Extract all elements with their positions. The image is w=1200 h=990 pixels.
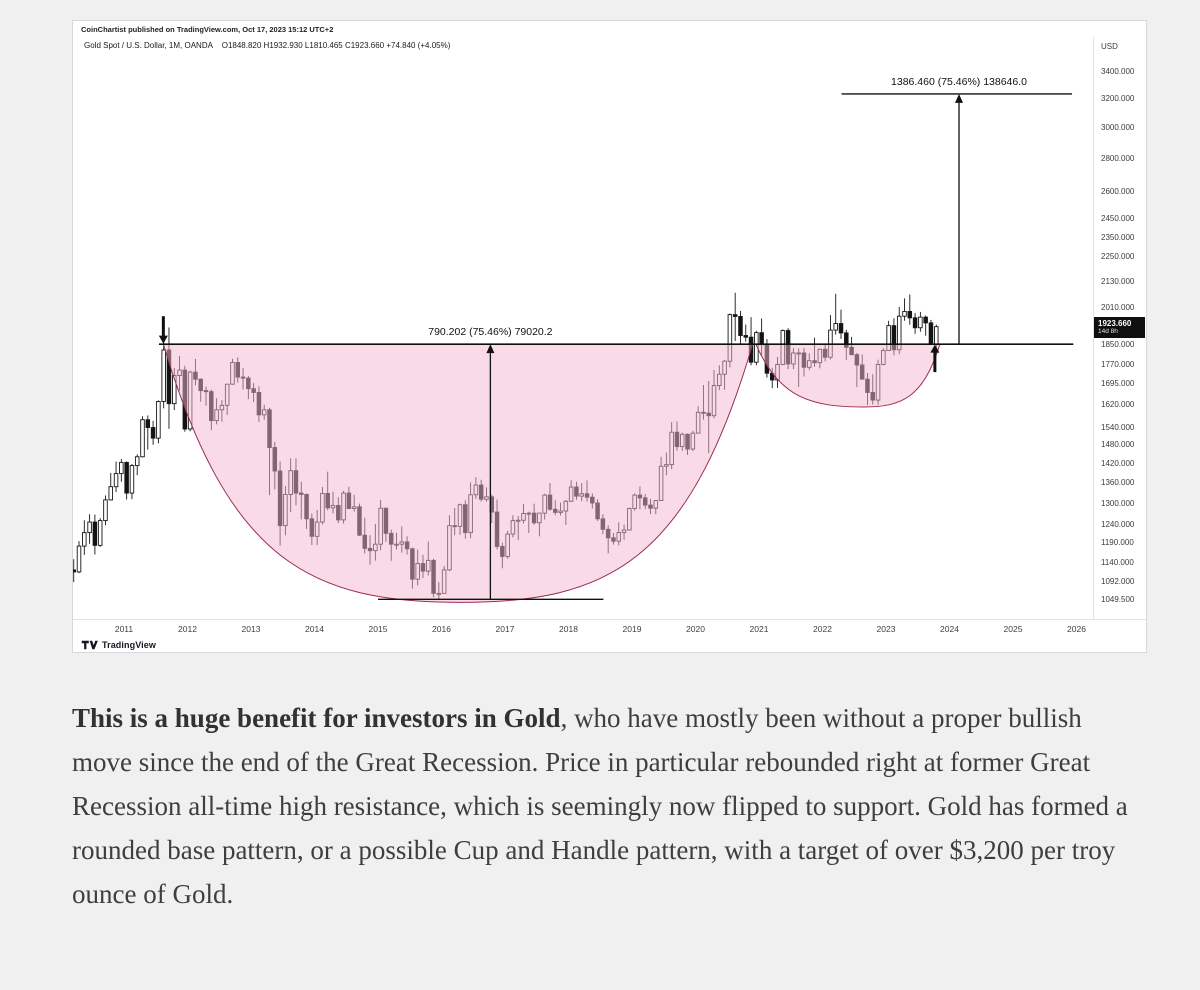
- price-scale-tick: 1049.500: [1101, 594, 1135, 604]
- price-scale-tick: 2130.000: [1101, 276, 1135, 286]
- candle-body: [907, 311, 913, 319]
- price-scale-tick: 2010.000: [1101, 302, 1135, 312]
- tradingview-logo-icon[interactable]: [81, 640, 98, 650]
- candle-body: [82, 532, 87, 547]
- price-scale-tick: 3200.000: [1101, 94, 1135, 104]
- price-scale-tick: 1092.000: [1101, 576, 1135, 586]
- time-axis-year[interactable]: 2016: [432, 624, 451, 634]
- time-axis-year[interactable]: 2024: [940, 624, 959, 634]
- price-scale[interactable]: USD 1923.660 14d 8h 3400.000 3200.000 3000…: [1093, 37, 1146, 619]
- price-scale-tick: 1480.000: [1101, 440, 1135, 450]
- candle-body: [97, 520, 103, 546]
- price-scale-tick: 2600.000: [1101, 187, 1135, 197]
- time-axis-year[interactable]: 2025: [1003, 624, 1023, 634]
- candle-body: [92, 521, 98, 546]
- price-scale-tick: 2250.000: [1101, 252, 1135, 262]
- candle-body: [119, 461, 124, 475]
- measurement-label: 790.202 (75.46%) 79020.2: [428, 327, 552, 338]
- price-scale-tick: 1140.000: [1101, 557, 1134, 567]
- tradingview-logo-text[interactable]: TradingView: [102, 640, 156, 650]
- up-arrow-head: [930, 344, 940, 353]
- candle-body: [838, 323, 844, 334]
- time-axis-year[interactable]: 2012: [178, 624, 197, 634]
- candle-body: [129, 465, 135, 494]
- price-scale-tick: 1240.000: [1101, 519, 1135, 529]
- symbol-legend[interactable]: Gold Spot / U.S. Dollar, 1M, OANDA O1848…: [84, 41, 450, 50]
- candle-body: [134, 456, 140, 467]
- last-price-tag: 1923.660 14d 8h: [1094, 317, 1145, 339]
- price-scale-tick: 3000.000: [1101, 123, 1135, 133]
- time-axis-year[interactable]: 2014: [305, 624, 324, 634]
- time-axis-year[interactable]: 2018: [559, 624, 578, 634]
- candle-body: [103, 499, 108, 522]
- down-arrow-head: [158, 335, 168, 344]
- candle-body: [145, 419, 151, 428]
- time-axis-year[interactable]: 2017: [495, 624, 515, 634]
- price-scale-tick: 1300.000: [1101, 498, 1135, 508]
- price-scale-tick: 1190.000: [1101, 538, 1134, 548]
- price-scale-tick: 3400.000: [1101, 66, 1135, 76]
- time-axis[interactable]: 2011 2012 2013 2014 2015 2016 2017 2018 2019 2020…: [73, 619, 1146, 638]
- tradingview-chart-panel: CoinChartist published on TradingView.co…: [72, 20, 1147, 653]
- price-scale-tick: 2450.000: [1101, 214, 1135, 224]
- price-scale-tick: 2800.000: [1101, 154, 1135, 164]
- time-axis-year[interactable]: 2023: [876, 624, 896, 634]
- time-axis-year[interactable]: 2021: [749, 624, 769, 634]
- chart-plot-area[interactable]: Gold Spot / U.S. Dollar, 1M, OANDA O1848…: [73, 37, 1093, 619]
- candle-body: [732, 314, 738, 317]
- measurement-label: 1386.460 (75.46%) 138646.0: [891, 77, 1027, 88]
- price-scale-tick: 1620.000: [1101, 399, 1135, 409]
- price-scale-tick: 2350.000: [1101, 232, 1135, 242]
- price-scale-tick: 1360.000: [1101, 478, 1135, 488]
- time-axis-year[interactable]: 2026: [1067, 624, 1086, 634]
- candle-body: [113, 473, 119, 488]
- candle-body: [140, 419, 145, 458]
- candle-body: [161, 349, 166, 402]
- time-axis-year[interactable]: 2015: [368, 624, 388, 634]
- article-lead-bold: This is a huge benefit for investors in …: [72, 703, 561, 733]
- price-scale-tick: 1770.000: [1101, 360, 1135, 370]
- time-axis-year[interactable]: 2013: [241, 624, 261, 634]
- handle-pattern[interactable]: [755, 343, 941, 408]
- candle-body: [912, 317, 918, 329]
- candle-body: [87, 521, 92, 534]
- candle-body: [743, 335, 749, 338]
- candle-body: [156, 401, 161, 439]
- price-scale-tick: 1540.000: [1101, 422, 1135, 432]
- article-body-text: , who have mostly been without a proper …: [72, 703, 1128, 909]
- measurement-arrow-head: [486, 344, 495, 354]
- article-paragraph: This is a huge benefit for investors in …: [72, 696, 1130, 916]
- symbol-title[interactable]: Gold Spot / U.S. Dollar, 1M, OANDA: [84, 41, 213, 50]
- cup-pattern[interactable]: [162, 343, 754, 603]
- time-axis-year[interactable]: 2022: [813, 624, 832, 634]
- candle-body: [76, 545, 82, 573]
- candle-body: [738, 315, 743, 336]
- measurement-arrow-head: [955, 93, 964, 103]
- candle-body: [928, 322, 934, 345]
- price-scale-currency: USD: [1101, 42, 1118, 51]
- chart-body: Gold Spot / U.S. Dollar, 1M, OANDA O1848…: [73, 37, 1146, 619]
- time-axis-year[interactable]: 2011: [114, 624, 134, 634]
- tradingview-footer: TradingView: [73, 638, 1146, 652]
- candle-body: [759, 332, 764, 346]
- last-price-value: 1923.660: [1098, 319, 1132, 329]
- candle-body: [934, 326, 939, 345]
- chart-attribution: CoinChartist published on TradingView.co…: [81, 25, 334, 34]
- candle-body: [833, 323, 838, 331]
- time-axis-year[interactable]: 2020: [686, 624, 705, 634]
- price-scale-tick: 1850.000: [1101, 340, 1135, 350]
- time-axis-year[interactable]: 2019: [622, 624, 642, 634]
- price-scale-tick: 1420.000: [1101, 458, 1135, 468]
- candle-body: [108, 486, 114, 501]
- ohlc-values: O1848.820 H1932.930 L1810.465 C1923.660 …: [221, 41, 451, 50]
- candle-body: [902, 311, 907, 317]
- candlestick-plot[interactable]: 790.202 (75.46%) 79020.2 1386.460 (75.46%…: [73, 37, 1093, 619]
- bar-countdown: 14d 8h: [1098, 328, 1118, 336]
- candle-body: [124, 461, 129, 494]
- price-scale-tick: 1695.000: [1101, 379, 1135, 389]
- candle-body: [150, 427, 156, 439]
- candle-body: [918, 316, 923, 329]
- candle-body: [923, 316, 928, 324]
- candle-body: [73, 569, 76, 573]
